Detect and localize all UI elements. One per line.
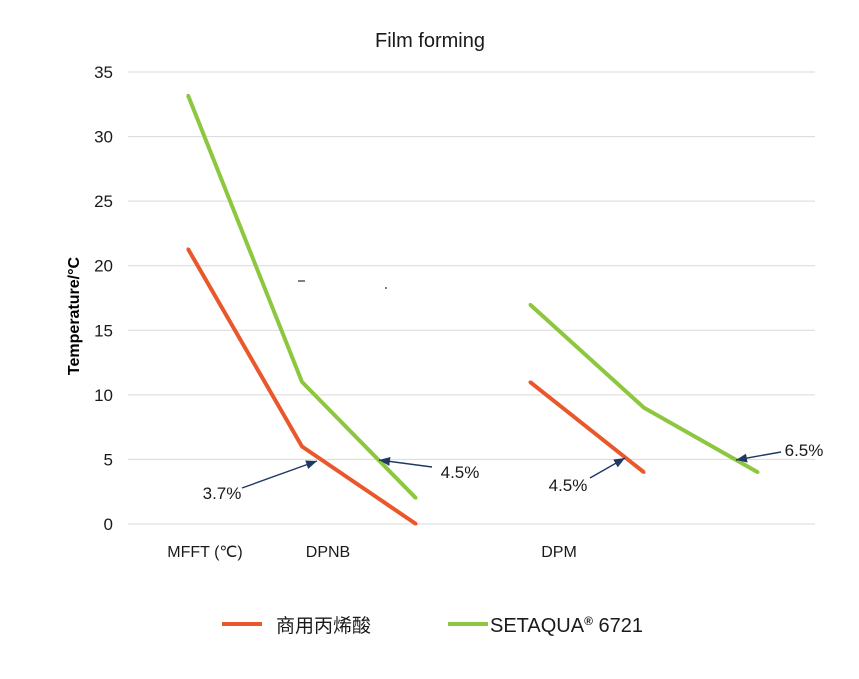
series-1-data-point: [528, 380, 532, 384]
annotation-arrow: [589, 457, 626, 479]
series-2-data-point: [414, 496, 418, 500]
y-tick-label: 25: [94, 192, 113, 211]
y-tick-label: 30: [94, 128, 113, 147]
x-category-label-dpnb: DPNB: [306, 544, 350, 561]
stray-dot: [385, 287, 387, 289]
series-1-data-point: [642, 470, 646, 474]
series-1-data-point: [300, 445, 304, 449]
series-1-data-point: [414, 522, 418, 526]
legend-item-commercial-acrylic: 商用丙烯酸: [222, 615, 371, 637]
series-1-data-point: [186, 247, 190, 251]
annotation-label: 4.5%: [441, 463, 480, 482]
y-tick-label: 20: [94, 257, 113, 276]
y-tick-label: 35: [94, 63, 113, 82]
y-tick-label: 0: [104, 515, 113, 534]
annotations: 3.7% 4.5% 4.5% 6.5%: [203, 441, 824, 503]
legend-label: SETAQUA® 6721: [490, 614, 643, 637]
chart-title: Film forming: [375, 30, 485, 52]
series-1: [186, 247, 646, 526]
series-lines: [186, 93, 760, 526]
x-axis-labels: MFFT (℃) DPNB DPM: [167, 544, 577, 561]
series-2: [186, 93, 760, 500]
series-2-data-point: [528, 302, 532, 306]
legend-item-setaqua-6721: SETAQUA® 6721: [448, 614, 643, 637]
y-tick-label: 10: [94, 386, 113, 405]
gridlines: [128, 71, 815, 525]
series-2-data-point: [300, 380, 304, 384]
y-tick-label: 5: [104, 450, 113, 469]
annotation-label: 6.5%: [785, 441, 824, 460]
legend-label: 商用丙烯酸: [276, 615, 371, 637]
y-axis-label: Temperature/°C: [66, 256, 83, 375]
annotation-arrow: [735, 451, 782, 463]
series-1-line-segment-2: [528, 380, 646, 474]
annotation-label: 4.5%: [549, 476, 588, 495]
annotation-arrow: [241, 460, 318, 489]
annotation-label: 3.7%: [203, 484, 242, 503]
y-axis-ticks: 0 5 10 15 20 25 30 35: [94, 63, 113, 534]
stray-marks: [298, 280, 387, 289]
x-category-label-mfft: MFFT (℃): [167, 544, 242, 561]
series-2-data-point: [186, 93, 190, 97]
annotation-arrow: [378, 456, 433, 468]
legend: 商用丙烯酸 SETAQUA® 6721: [222, 614, 643, 637]
series-2-data-point: [756, 470, 760, 474]
x-category-label-dpm: DPM: [541, 544, 577, 561]
series-2-data-point: [642, 406, 646, 410]
y-tick-label: 15: [94, 321, 113, 340]
